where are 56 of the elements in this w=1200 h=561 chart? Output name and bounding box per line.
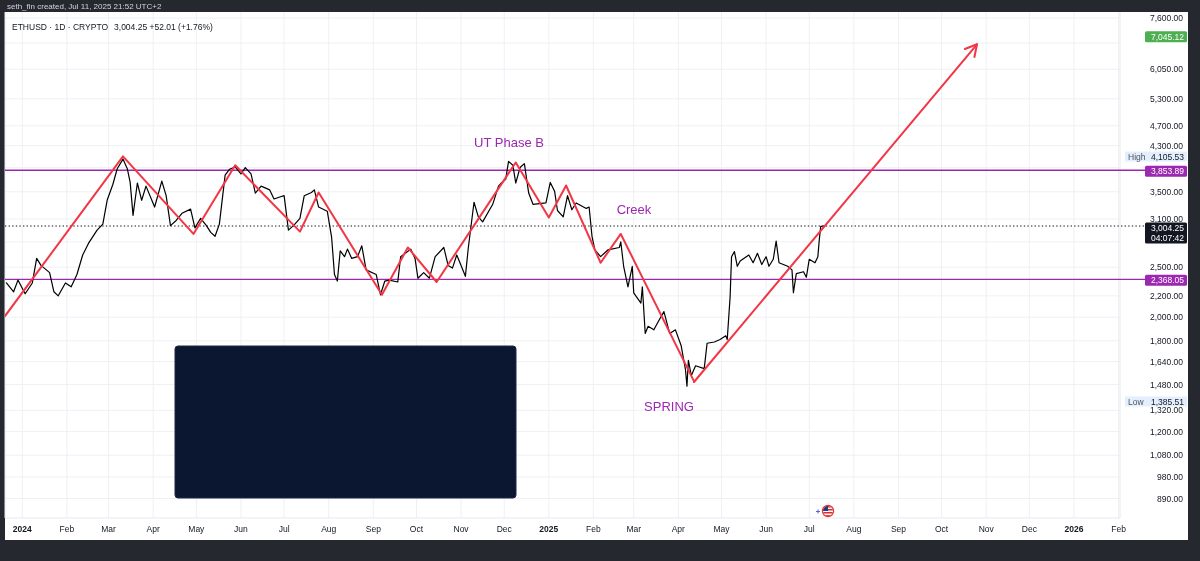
annotation: Creek <box>616 201 652 217</box>
text: seth_fin created, Jul 11, 2025 21:52 UTC+2 <box>7 1 162 11</box>
x-tick-label: Sep <box>890 524 907 534</box>
x-tick-label: 2025 <box>539 524 559 534</box>
x-tick-label: Jun <box>234 524 249 534</box>
x-tick-label: Nov <box>978 524 995 534</box>
x-tick-label: Mar <box>101 524 117 534</box>
x-tick-label: Dec <box>496 524 513 534</box>
y-tick-label: 1,200.00 <box>1149 426 1184 437</box>
y-tick-label: 6,050.00 <box>1149 64 1184 75</box>
y-tick-label: 1,480.00 <box>1149 379 1184 390</box>
text: 7,045.12 <box>1150 31 1185 42</box>
x-tick-label: Jul <box>803 524 815 534</box>
text: ETHUSD · 1D · CRYPTO <box>12 22 109 32</box>
text: 3,004.25 +52.01 (+1.76%) <box>114 22 213 32</box>
y-tick-label: 4,300.00 <box>1149 140 1184 151</box>
x-tick-label: Dec <box>1021 524 1038 534</box>
x-tick-label: Feb <box>1111 524 1127 534</box>
x-tick-label: Oct <box>934 524 949 534</box>
y-tick-label: 2,200.00 <box>1149 290 1184 301</box>
y-tick-label: 3,100.00 <box>1149 213 1184 224</box>
x-tick-label: Aug <box>846 524 862 534</box>
y-tick-label: 5,300.00 <box>1149 93 1184 104</box>
y-tick-label: 890.00 <box>1157 493 1184 504</box>
y-tick-label: 1,640.00 <box>1149 356 1184 367</box>
ref-line-label: 2,368.05 <box>1150 275 1185 286</box>
annotation: SPRING <box>644 398 694 414</box>
y-tick-label: 2,000.00 <box>1149 312 1184 323</box>
x-tick-label: Jul <box>278 524 290 534</box>
x-tick-label: Aug <box>321 524 337 534</box>
x-tick-label: May <box>713 524 731 534</box>
ref-line-label: 3,853.89 <box>1150 166 1185 177</box>
x-tick-label: Feb <box>586 524 602 534</box>
ref-line-label: 3,004.25 04:07:42 <box>1150 222 1185 243</box>
x-tick-label: Oct <box>409 524 424 534</box>
x-tick-label: 2024 <box>12 524 32 534</box>
x-tick-label: 2026 <box>1064 524 1084 534</box>
y-tick-label: 1,800.00 <box>1149 335 1184 346</box>
y-tick-label: 1,320.00 <box>1149 405 1184 416</box>
x-tick-label: Feb <box>59 524 75 534</box>
x-tick-label: Jun <box>759 524 774 534</box>
x-tick-label: Apr <box>146 524 160 534</box>
x-tick-label: May <box>188 524 206 534</box>
x-tick-label: Apr <box>671 524 686 534</box>
text: High 4,105.53 <box>1128 151 1185 162</box>
annotation: UT Phase B <box>474 134 544 150</box>
y-tick-label: 7,600.00 <box>1149 13 1184 24</box>
y-tick-label: 3,500.00 <box>1149 186 1184 197</box>
y-tick-label: 4,700.00 <box>1149 120 1184 131</box>
y-tick-label: 1,080.00 <box>1149 450 1184 461</box>
x-tick-label: Nov <box>453 524 470 534</box>
y-tick-label: 2,500.00 <box>1149 262 1184 273</box>
x-tick-label: Mar <box>626 524 642 534</box>
y-tick-label: 980.00 <box>1157 471 1184 482</box>
x-tick-label: Sep <box>365 524 382 534</box>
text: Low 1,385.51 <box>1128 396 1185 407</box>
